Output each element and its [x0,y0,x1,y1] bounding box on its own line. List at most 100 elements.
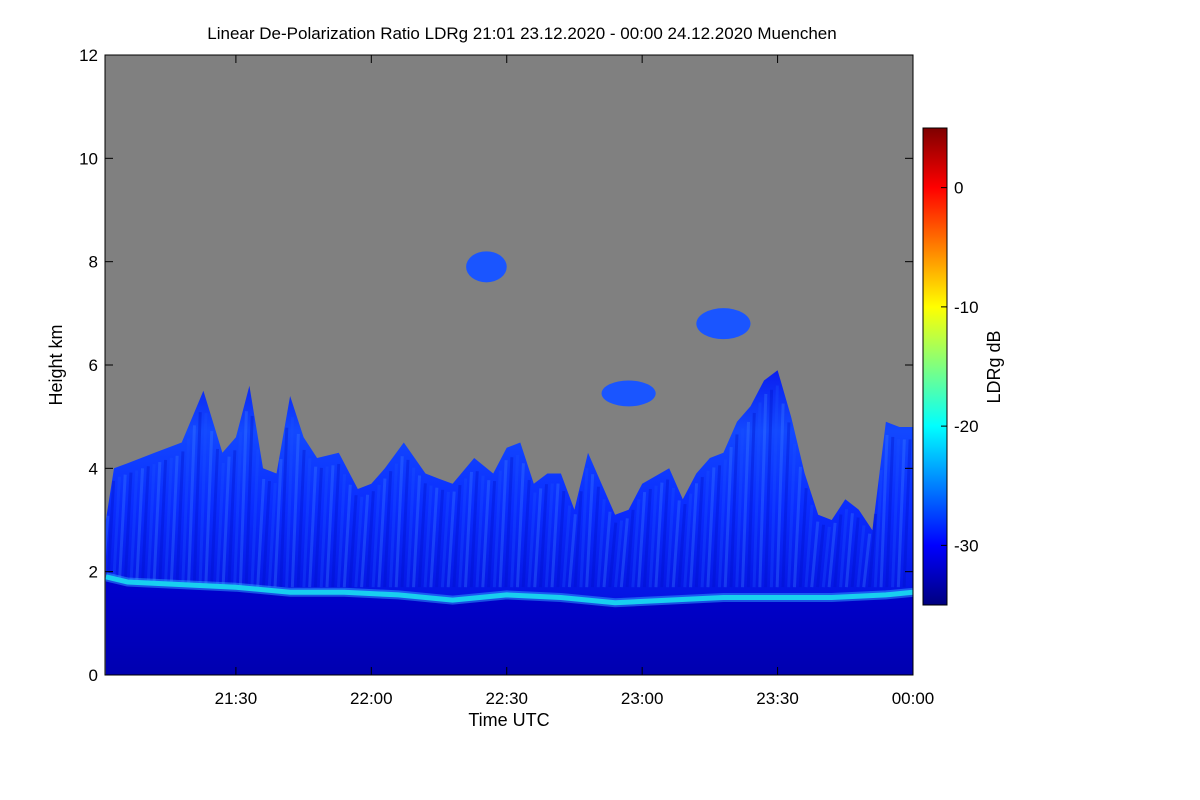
cloud-streak [296,449,306,588]
cloud-streak [798,488,808,588]
cloud-streak [423,485,433,588]
cloud-streak [654,482,664,588]
cloud-streak [440,491,450,588]
cloud-streak [406,467,416,588]
cloud-streak [233,432,243,588]
cloud-streak [388,463,398,588]
cloud-streak [539,484,549,588]
cloud-streak [781,422,791,588]
cloud-streak [533,488,543,588]
cloud-streak [833,514,843,588]
cloud-streak [446,491,456,588]
cloud-streak [498,460,508,588]
cloud-streak [198,413,208,588]
y-tick-label: 8 [89,253,98,272]
cloud-streak [850,517,860,588]
y-tick-label: 6 [89,356,98,375]
cloud-streak [140,466,150,588]
cloud-streak [106,480,116,588]
cloud-streak [210,448,220,588]
cloud-streak [579,468,589,588]
cloud-streak [891,439,901,588]
cloud-streak [810,521,820,588]
cloud-streak [556,490,566,588]
cloud-texture [105,385,912,588]
cloud-streak [544,483,554,588]
cloud-streak [435,489,445,588]
boundary-glow [105,572,913,608]
cloud-streak [123,472,133,588]
cloud-streak [764,389,774,588]
cloud-streak [475,475,485,588]
cloud-streak [365,491,375,588]
cloud-streak [562,505,572,588]
cloud-streak [129,470,139,588]
chart-title: Linear De-Polarization Ratio LDRg 21:01 … [207,24,836,43]
cloud-streak [175,451,185,588]
cloud-streak [677,503,687,588]
cloud-streak [186,425,196,588]
cloud-streak [504,457,514,588]
cloud-streak [729,434,739,588]
cloud-streak [827,522,837,588]
cloud-streak [619,518,629,588]
cloud-streak [146,464,156,588]
cloud-streak [377,478,387,588]
colorbar-tick-label: -30 [954,536,979,555]
cloud-streak [573,491,583,588]
cloud-streak [706,467,716,588]
cloud-streak [111,476,121,588]
cloud-streak [625,509,635,588]
y-tick-label: 12 [79,46,98,65]
cloud-streak [648,485,658,588]
plot-area [104,54,914,676]
cloud-streak [354,496,364,588]
cloud-streak [400,459,410,588]
cloud-streak [862,533,872,588]
cloud-streak [279,427,289,588]
cloud-streak [671,500,681,588]
cloud-streak [204,431,214,588]
cloud-streak [694,476,704,588]
cloud-streak [383,471,393,588]
cloud-streak [856,525,866,588]
cloud-streak [642,488,652,588]
cloud-streak [492,470,502,588]
cloud-streak [839,508,849,588]
cloud-streak [458,478,468,588]
cloud-streak [221,456,231,588]
cloud-streak [867,513,877,588]
cloud-streak [821,526,831,588]
cloud-streak [342,484,352,588]
x-tick-label: 00:00 [892,689,935,708]
cloud-streak [348,495,358,588]
cloud-streak [331,463,341,588]
elevated-patch [466,251,507,283]
cloud-streak [844,513,854,588]
colorbar-gradient [922,127,948,606]
cloud-streak [313,467,323,588]
colorbar-tick-label: -20 [954,417,979,436]
x-tick-label: 21:30 [215,689,258,708]
cloud-streak [308,466,318,588]
cloud-streak [181,438,191,588]
colorbar-tick-label: 0 [954,179,963,198]
cloud-streak [712,465,722,588]
cloud-streak [717,459,727,588]
cloud-streak [250,449,260,588]
y-axis: 0 2 4 6 8 10 12 [79,46,913,685]
cloud-streak [746,412,756,588]
cloud-streak [285,417,295,588]
cloud-streak [683,493,693,588]
colorbar-label: LDRg dB [984,330,1004,403]
cloud-streak [585,474,595,588]
x-tick-label: 23:00 [621,689,664,708]
colorbar-tick-label: -10 [954,298,979,317]
cloud-streak [360,494,370,588]
cloud-streak [637,491,647,588]
cloud-streak [723,446,733,588]
cloud-streak [896,439,906,588]
y-tick-label: 10 [79,149,98,168]
y-tick-label: 0 [89,666,98,685]
